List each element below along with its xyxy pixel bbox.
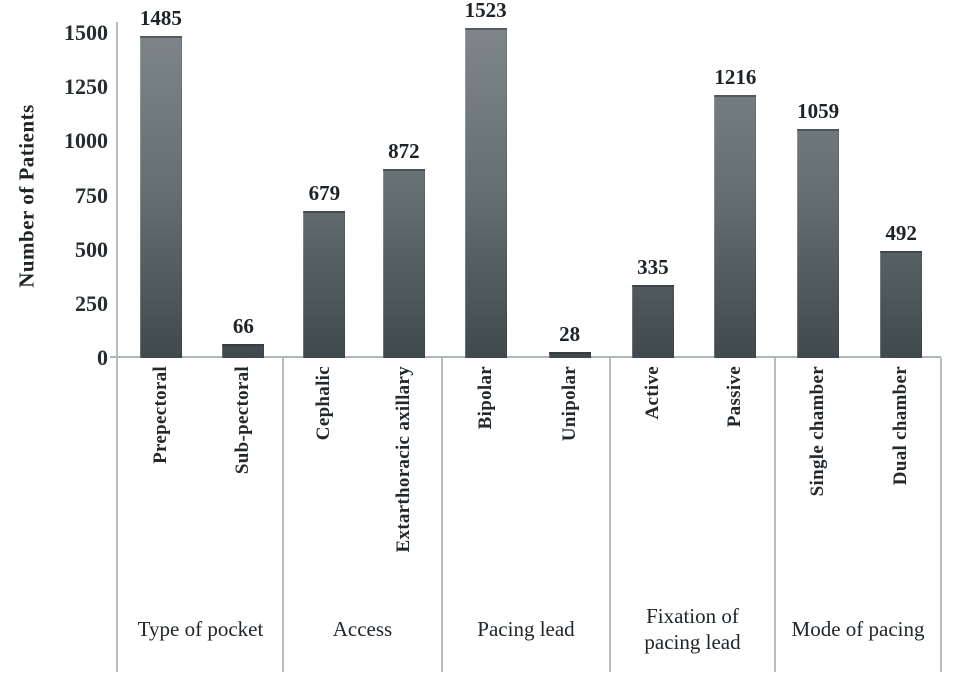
category-label: Cephalic — [313, 366, 335, 441]
group-label: Type of pocket — [118, 598, 283, 662]
category-label: Prepectoral — [149, 366, 171, 464]
category-label: Single chamber — [807, 366, 829, 497]
bar-value-label: 28 — [559, 322, 581, 346]
y-axis-line — [116, 22, 118, 672]
bar — [303, 211, 345, 358]
group-separator-line — [940, 358, 942, 672]
category-label: Passive — [724, 366, 746, 428]
y-tick-label: 1000 — [64, 128, 108, 154]
bar-value-label: 872 — [388, 139, 420, 163]
y-tick-label: 1250 — [64, 74, 108, 100]
y-tick-label: 750 — [75, 182, 108, 208]
bar-value-label: 1216 — [714, 65, 757, 89]
group-label: Access — [283, 598, 442, 662]
bar-value-label: 335 — [637, 255, 669, 279]
bar — [714, 95, 756, 358]
bar — [222, 344, 264, 358]
bar-value-label: 1059 — [797, 99, 840, 123]
category-label: Active — [641, 366, 663, 420]
category-label: Unipolar — [558, 366, 580, 442]
group-label: Pacing lead — [442, 598, 610, 662]
group-separator-line — [441, 358, 443, 672]
y-tick-label: 500 — [75, 236, 108, 262]
bar — [632, 285, 674, 358]
group-label-text: Access — [332, 617, 393, 642]
bar-value-label: 1523 — [464, 0, 507, 22]
bar-value-label: 679 — [308, 181, 341, 205]
category-label: Dual chamber — [890, 366, 912, 486]
group-label-text: Fixation of pacing lead — [644, 604, 741, 654]
y-tick-label: 250 — [75, 290, 108, 316]
bar — [140, 36, 182, 358]
bar-value-label: 492 — [885, 221, 917, 245]
bar — [797, 129, 839, 358]
y-tick-label: 1500 — [64, 20, 108, 45]
group-label: Mode of pacing — [775, 598, 941, 662]
group-separator-line — [609, 358, 611, 672]
bar-value-label: 66 — [232, 314, 254, 338]
category-label: Extarthoracic axillary — [392, 366, 414, 553]
y-tick-label: 0 — [97, 345, 108, 370]
group-label-text: Type of pocket — [137, 617, 264, 642]
group-label-text: Mode of pacing — [791, 617, 925, 642]
group-label: Fixation of pacing lead — [610, 598, 775, 662]
bar — [383, 169, 425, 358]
category-label: Sub-pectoral — [232, 366, 254, 475]
x-axis-line — [110, 356, 941, 358]
bar — [549, 352, 591, 358]
bar — [880, 251, 922, 358]
bar — [465, 28, 507, 358]
category-label: Bipolar — [474, 366, 496, 430]
group-separator-line — [282, 358, 284, 672]
bar-value-label: 1485 — [139, 6, 182, 30]
group-separator-line — [774, 358, 776, 672]
group-label-text: Pacing lead — [477, 617, 575, 642]
